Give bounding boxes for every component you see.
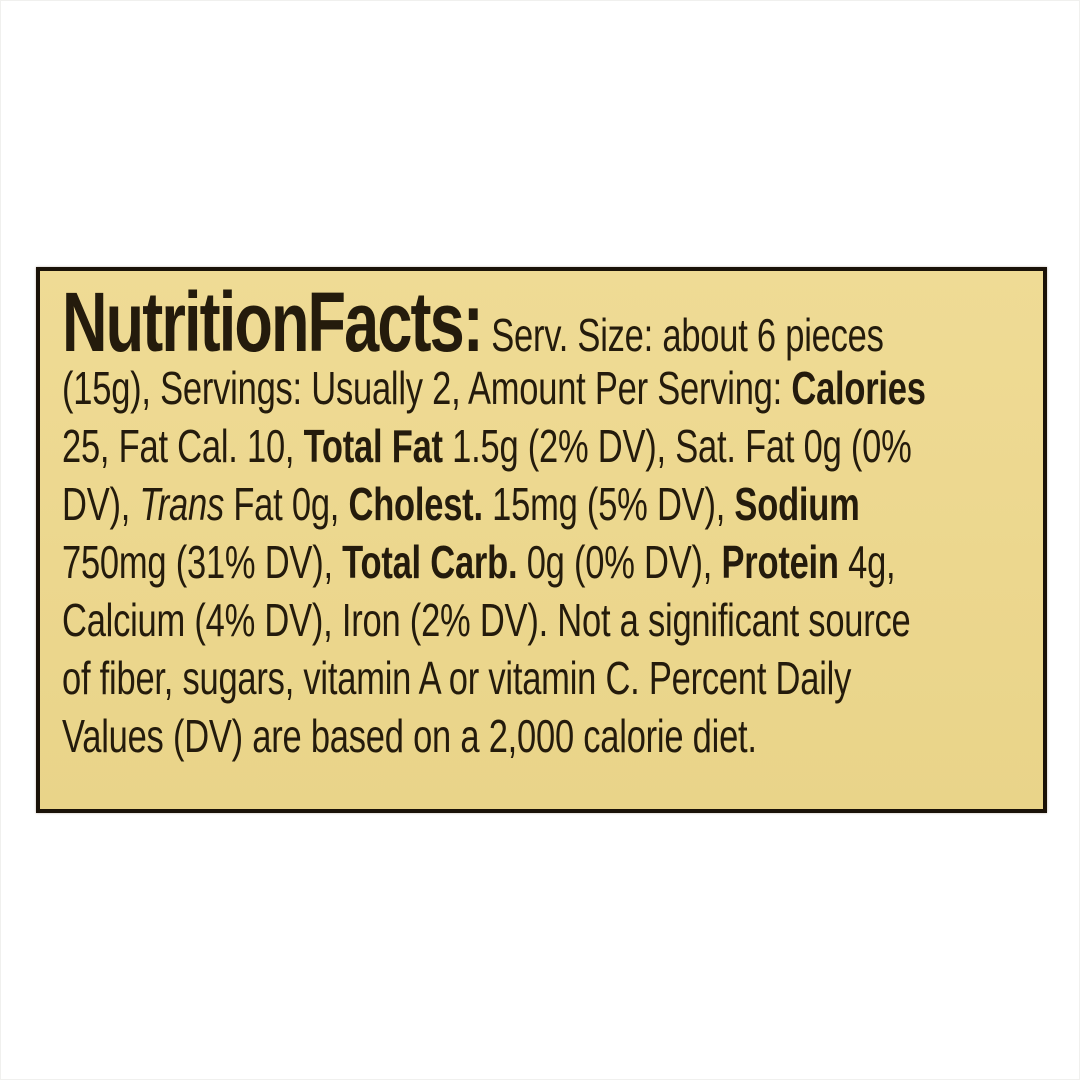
label-line-8: Values (DV) are based on a 2,000 calorie…: [62, 707, 1018, 765]
serving-size-text: Serv. Size: about 6 pieces: [481, 309, 884, 361]
servings-text: (15g), Servings: Usually 2, Amount Per S…: [62, 362, 792, 414]
daily-values-footnote-text: Values (DV) are based on a 2,000 calorie…: [62, 710, 757, 762]
calories-value-text: 25, Fat Cal. 10,: [62, 420, 304, 472]
total-fat-value-text: 1.5g (2% DV), Sat. Fat 0g (0%: [442, 420, 912, 472]
label-line-2: (15g), Servings: Usually 2, Amount Per S…: [62, 359, 1018, 417]
trans-fat-label: Trans: [139, 478, 224, 530]
label-line-5: 750mg (31% DV), Total Carb. 0g (0% DV), …: [62, 533, 1018, 591]
total-fat-label: Total Fat: [303, 420, 443, 472]
nutrition-facts-label: NutritionFacts: Serv. Size: about 6 piec…: [36, 267, 1047, 813]
calories-label: Calories: [791, 362, 926, 414]
cholesterol-value-text: 15mg (5% DV),: [482, 478, 735, 530]
total-carb-value-text: 0g (0% DV),: [517, 536, 722, 588]
label-line-6: Calcium (4% DV), Iron (2% DV). Not a sig…: [62, 591, 1018, 649]
cholesterol-label: Cholest.: [348, 478, 484, 530]
label-text-block: NutritionFacts: Serv. Size: about 6 piec…: [62, 280, 1018, 765]
calcium-iron-text: Calcium (4% DV), Iron (2% DV). Not a sig…: [62, 594, 911, 646]
total-carb-label: Total Carb.: [342, 536, 518, 588]
nutrition-facts-heading: NutritionFacts:: [62, 275, 484, 369]
label-line-7: of fiber, sugars, vitamin A or vitamin C…: [62, 649, 1018, 707]
dv-continuation-text: DV),: [62, 478, 140, 530]
not-significant-source-text: of fiber, sugars, vitamin A or vitamin C…: [62, 652, 852, 704]
label-line-1: NutritionFacts: Serv. Size: about 6 piec…: [62, 280, 1018, 364]
protein-value-text: 4g,: [838, 536, 896, 588]
label-line-4: DV), Trans Fat 0g, Cholest. 15mg (5% DV)…: [62, 475, 1018, 533]
sodium-label: Sodium: [734, 478, 860, 530]
trans-fat-value-text: Fat 0g,: [223, 478, 349, 530]
sodium-value-text: 750mg (31% DV),: [62, 536, 343, 588]
label-line-3: 25, Fat Cal. 10, Total Fat 1.5g (2% DV),…: [62, 417, 1018, 475]
protein-label: Protein: [721, 536, 839, 588]
